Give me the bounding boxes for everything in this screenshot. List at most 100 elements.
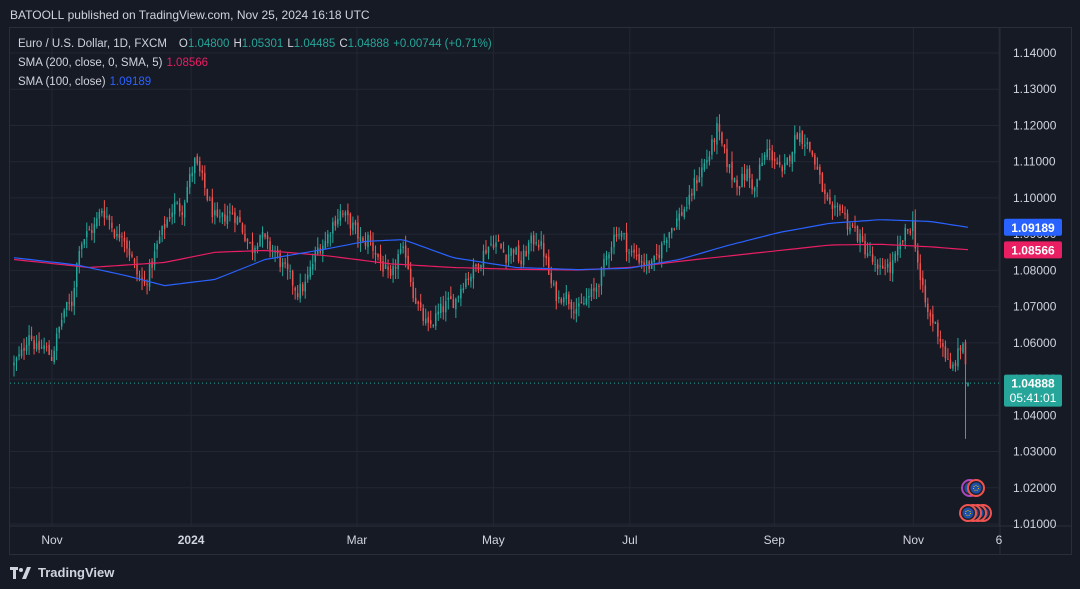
candle bbox=[849, 222, 851, 235]
candle-body bbox=[756, 179, 758, 188]
eu-event-icon[interactable] bbox=[967, 479, 985, 497]
candle-body bbox=[445, 301, 447, 313]
candle-body bbox=[768, 148, 771, 151]
candle-body bbox=[241, 223, 244, 233]
candle-body bbox=[522, 250, 525, 265]
legend-symbol[interactable]: Euro / U.S. Dollar, 1D, FXCM bbox=[18, 38, 167, 50]
candle-body bbox=[643, 262, 645, 266]
candle-body bbox=[942, 343, 944, 347]
marker-stars bbox=[965, 510, 971, 516]
candle bbox=[352, 216, 354, 235]
candle bbox=[372, 232, 374, 259]
candle bbox=[861, 227, 864, 243]
candle-body bbox=[864, 241, 866, 255]
legend-low-value: 1.04485 bbox=[293, 38, 336, 50]
candle bbox=[146, 279, 148, 295]
candle bbox=[53, 346, 55, 365]
candle-body bbox=[121, 236, 123, 238]
candle bbox=[558, 290, 560, 304]
footer-bar: TradingView bbox=[0, 556, 1080, 589]
candle-body bbox=[819, 166, 821, 175]
candle-body bbox=[912, 220, 914, 232]
candle bbox=[809, 141, 811, 153]
candle bbox=[497, 234, 500, 242]
sma200-line bbox=[13, 243, 969, 271]
candle bbox=[585, 288, 588, 306]
price-tick-label: 1.06000 bbox=[1013, 336, 1057, 350]
candle-body bbox=[477, 263, 480, 270]
candle-body bbox=[465, 278, 467, 288]
candle-body bbox=[886, 264, 889, 268]
tradingview-brand[interactable]: TradingView bbox=[38, 565, 115, 580]
candle-body bbox=[359, 236, 362, 242]
candle bbox=[324, 231, 327, 249]
candle bbox=[249, 241, 251, 244]
candle bbox=[668, 231, 670, 248]
candle-body bbox=[525, 250, 527, 257]
candle bbox=[101, 208, 103, 217]
legend-sma200-row[interactable]: SMA (200, close, 0, SMA, 5) 1.08566 bbox=[18, 54, 492, 73]
candle-body bbox=[884, 267, 886, 269]
candle-body bbox=[859, 233, 861, 243]
candle-body bbox=[480, 264, 482, 268]
candle bbox=[359, 226, 362, 252]
candle-body bbox=[964, 341, 967, 365]
candle-body bbox=[148, 263, 151, 287]
candle bbox=[731, 151, 733, 188]
candle bbox=[442, 295, 445, 320]
candle-body bbox=[409, 268, 412, 283]
candle-body bbox=[126, 240, 128, 249]
candle bbox=[264, 232, 266, 240]
candle-body bbox=[558, 297, 560, 299]
candle-body bbox=[678, 213, 681, 221]
candle-body bbox=[713, 139, 716, 143]
candle bbox=[909, 228, 912, 236]
candle-body bbox=[357, 222, 359, 239]
candle bbox=[133, 257, 136, 269]
candle bbox=[377, 253, 379, 261]
candle-body bbox=[565, 292, 568, 299]
candle bbox=[204, 165, 206, 196]
candle-body bbox=[919, 263, 922, 280]
candle bbox=[889, 253, 891, 282]
candle bbox=[417, 300, 419, 311]
candle-body bbox=[55, 333, 58, 351]
candle-body bbox=[507, 254, 510, 262]
tradingview-logo-icon[interactable] bbox=[10, 566, 32, 579]
candle-body bbox=[153, 251, 156, 266]
author-name[interactable]: BATOOLL bbox=[10, 8, 65, 22]
candle-body bbox=[266, 235, 269, 239]
candle-body bbox=[244, 233, 246, 242]
candle bbox=[530, 232, 532, 252]
candle bbox=[96, 212, 98, 229]
candle bbox=[495, 234, 497, 254]
eu-event-icon[interactable] bbox=[959, 504, 977, 522]
candle-body bbox=[836, 205, 839, 207]
candle bbox=[28, 325, 30, 356]
candle bbox=[374, 245, 377, 264]
legend-sma100-row[interactable]: SMA (100, close) 1.09189 bbox=[18, 73, 492, 92]
candle bbox=[665, 237, 668, 253]
candle bbox=[871, 246, 874, 265]
candle-body bbox=[550, 273, 553, 284]
candle-body bbox=[432, 324, 435, 327]
candle-body bbox=[291, 271, 294, 286]
candle-body bbox=[163, 224, 166, 229]
candle bbox=[148, 258, 151, 291]
candle bbox=[329, 231, 332, 247]
candle bbox=[681, 204, 683, 217]
candle bbox=[121, 232, 123, 248]
candle bbox=[462, 282, 465, 294]
candle-body bbox=[851, 224, 854, 227]
candle bbox=[610, 241, 613, 261]
candle-body bbox=[869, 251, 871, 253]
candle bbox=[455, 297, 457, 318]
candle bbox=[186, 180, 188, 203]
candle bbox=[806, 137, 809, 150]
candle-body bbox=[65, 301, 68, 310]
candle-body bbox=[141, 277, 143, 280]
candle bbox=[173, 193, 176, 224]
sma100-line bbox=[13, 219, 969, 287]
chart-frame[interactable] bbox=[9, 27, 1072, 555]
